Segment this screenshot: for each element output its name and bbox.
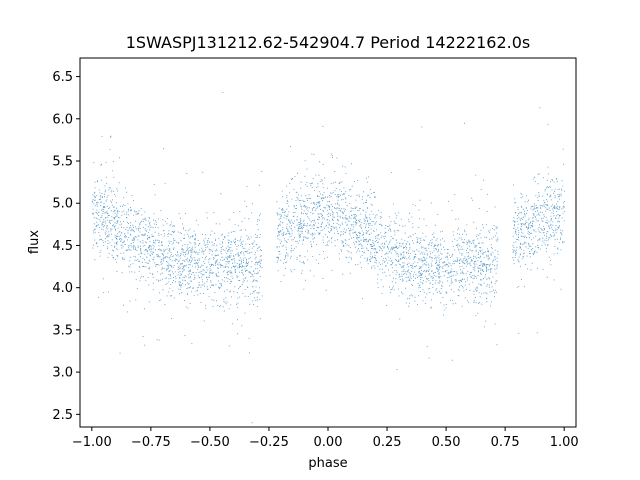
y-axis-ticks: 2.5 3.0 3.5 4.0 4.5 5.0 5.5 6.0 6.5 <box>52 70 80 423</box>
x-tick-label: −0.50 <box>190 435 230 450</box>
scatter-points <box>91 92 566 424</box>
x-tick-label: 0.50 <box>432 435 461 450</box>
x-tick-label: 0.75 <box>491 435 520 450</box>
y-tick-label: 6.0 <box>52 112 73 127</box>
y-tick-label: 6.5 <box>52 70 73 85</box>
x-axis-label: phase <box>308 456 347 471</box>
x-tick-label: −0.25 <box>249 435 289 450</box>
x-tick-label: 1.00 <box>550 435 579 450</box>
y-tick-label: 3.5 <box>52 323 73 338</box>
x-tick-label: 0.25 <box>373 435 402 450</box>
y-tick-label: 4.0 <box>52 281 73 296</box>
chart-title: 1SWASPJ131212.62-542904.7 Period 1422216… <box>126 33 531 52</box>
x-tick-label: 0.00 <box>314 435 343 450</box>
flux-data-points <box>91 92 566 424</box>
y-tick-label: 5.0 <box>52 197 73 212</box>
y-tick-label: 4.5 <box>52 239 73 254</box>
x-tick-label: −0.75 <box>131 435 171 450</box>
y-axis-label: flux <box>27 230 42 254</box>
x-axis-ticks: −1.00 −0.75 −0.50 −0.25 0.00 0.25 0.50 0.75 1.00 <box>72 427 579 450</box>
x-tick-label: −1.00 <box>72 435 112 450</box>
y-tick-label: 5.5 <box>52 155 73 170</box>
y-tick-label: 3.0 <box>52 366 73 381</box>
y-tick-label: 2.5 <box>52 408 73 423</box>
